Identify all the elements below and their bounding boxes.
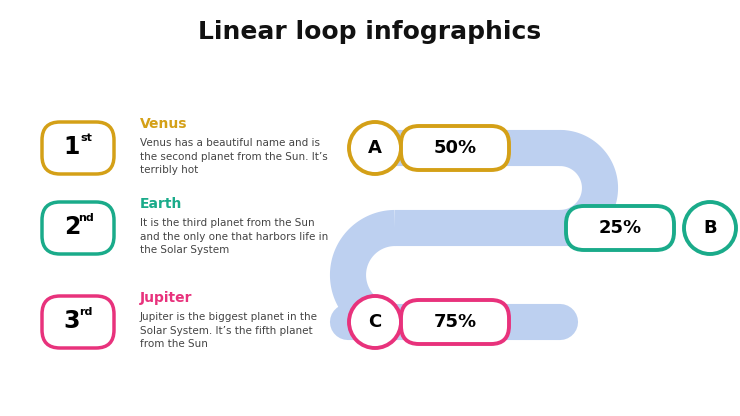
Text: 25%: 25%: [599, 219, 642, 237]
Text: 50%: 50%: [434, 139, 477, 157]
Text: 1: 1: [64, 135, 80, 159]
Circle shape: [684, 202, 736, 254]
FancyBboxPatch shape: [401, 126, 509, 170]
Text: rd: rd: [79, 307, 92, 317]
FancyBboxPatch shape: [42, 296, 114, 348]
Text: C: C: [369, 313, 382, 331]
Text: nd: nd: [78, 213, 94, 223]
Text: Venus has a beautiful name and is
the second planet from the Sun. It’s
terribly : Venus has a beautiful name and is the se…: [140, 138, 328, 175]
FancyBboxPatch shape: [566, 206, 674, 250]
Text: st: st: [80, 133, 92, 143]
Text: It is the third planet from the Sun
and the only one that harbors life in
the So: It is the third planet from the Sun and …: [140, 218, 329, 255]
Text: A: A: [368, 139, 382, 157]
Text: 2: 2: [64, 215, 80, 239]
FancyBboxPatch shape: [42, 202, 114, 254]
Text: 75%: 75%: [434, 313, 477, 331]
FancyBboxPatch shape: [401, 300, 509, 344]
Text: 3: 3: [64, 309, 80, 333]
Circle shape: [349, 122, 401, 174]
Text: Linear loop infographics: Linear loop infographics: [198, 20, 542, 44]
Text: Venus: Venus: [140, 117, 187, 131]
Text: Earth: Earth: [140, 197, 182, 211]
Text: Jupiter is the biggest planet in the
Solar System. It’s the fifth planet
from th: Jupiter is the biggest planet in the Sol…: [140, 312, 318, 349]
FancyBboxPatch shape: [42, 122, 114, 174]
Text: Jupiter: Jupiter: [140, 291, 192, 305]
Text: B: B: [703, 219, 717, 237]
Circle shape: [349, 296, 401, 348]
